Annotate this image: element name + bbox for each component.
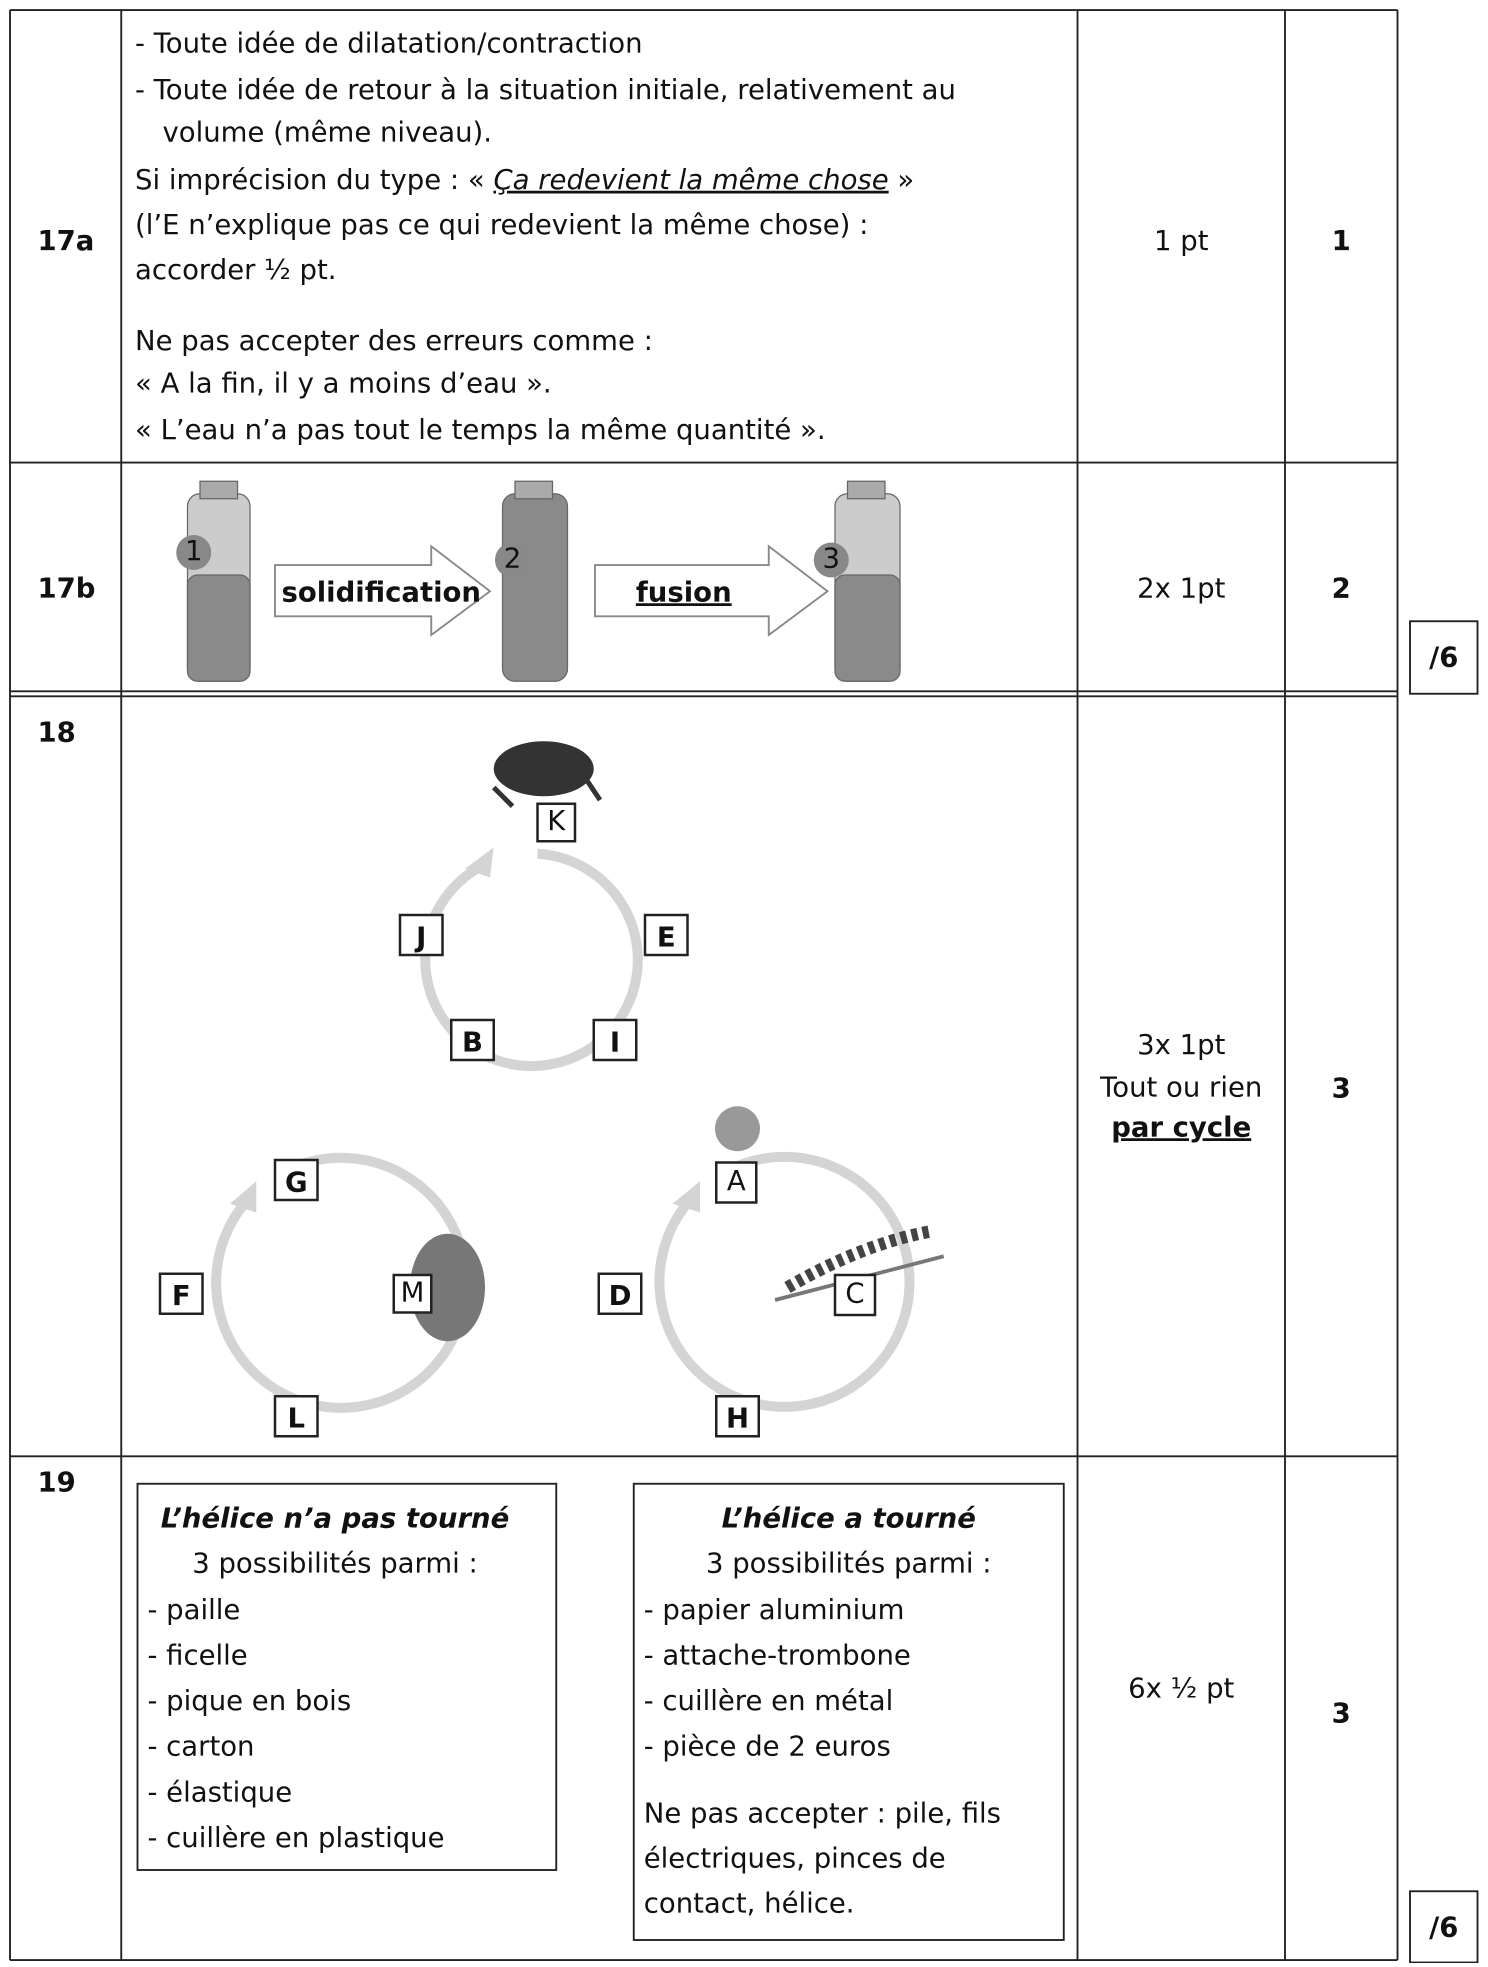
criterion: accorder ½ pt. [135, 254, 337, 286]
stage-label: L [287, 1403, 305, 1435]
points-note: Tout ou rien [1099, 1071, 1262, 1103]
stage-label: H [726, 1403, 749, 1435]
score: 2 [1332, 573, 1351, 605]
score: 3 [1332, 1073, 1351, 1105]
illustrations [158, 480, 945, 1438]
score: 1 [1332, 225, 1351, 257]
bottle-number: 1 [185, 535, 203, 567]
stage-label: C [845, 1278, 864, 1310]
criterion: - Toute idée de retour à la situation in… [135, 74, 956, 106]
criterion: (l’E n’explique pas ce qui redevient la … [135, 209, 868, 241]
points-note: par cycle [1111, 1111, 1251, 1143]
criterion: - Toute idée de dilatation/contraction [135, 28, 643, 60]
stage-label: G [285, 1166, 308, 1198]
item: - attache-trombone [644, 1639, 911, 1671]
box-title: L’hélice a tourné [722, 1503, 976, 1535]
item: - carton [148, 1731, 255, 1763]
reject: Ne pas accepter des erreurs comme : [135, 325, 653, 357]
reject: « A la fin, il y a moins d’eau ». [135, 368, 552, 400]
stage-label: M [401, 1276, 425, 1308]
bottle-number: 2 [504, 543, 522, 575]
item: - cuillère en plastique [148, 1822, 445, 1854]
item: - cuillère en métal [644, 1685, 893, 1717]
arrow-label: solidification [281, 576, 481, 608]
reject: Ne pas accepter : pile, fils [644, 1798, 1001, 1830]
box-subtitle: 3 possibilités parmi : [706, 1548, 992, 1580]
criterion: volume (même niveau). [163, 116, 493, 148]
subtotal: /6 [1429, 1911, 1458, 1943]
item: - élastique [148, 1776, 293, 1808]
points: 2x 1pt [1137, 573, 1225, 605]
item: - pièce de 2 euros [644, 1731, 891, 1763]
stage-label: I [610, 1026, 620, 1058]
score: 3 [1332, 1698, 1351, 1730]
stage-label: K [547, 805, 566, 837]
stage-label: B [462, 1026, 483, 1058]
stage-label: A [727, 1165, 746, 1197]
bottle-number: 3 [823, 543, 841, 575]
row-id: 17b [38, 573, 96, 605]
item: - paille [148, 1594, 241, 1626]
box-subtitle: 3 possibilités parmi : [192, 1548, 478, 1580]
quote: Ça redevient la même chose [493, 164, 888, 196]
reject: « L’eau n’a pas tout le temps la même qu… [135, 414, 826, 446]
box-title: L’hélice n’a pas tourné [161, 1503, 510, 1535]
arrow-label: fusion [636, 576, 732, 608]
item: - papier aluminium [644, 1594, 905, 1626]
row-id: 18 [38, 716, 76, 748]
points: 1 pt [1154, 225, 1209, 257]
stage-label: F [172, 1280, 191, 1312]
table-lines [9, 9, 1479, 1964]
stage-label: E [657, 921, 676, 953]
criterion: Si imprécision du type : « Ça redevient … [135, 164, 914, 196]
stage-label: J [414, 921, 426, 953]
row-id: 17a [38, 225, 95, 257]
reject: électriques, pinces de [644, 1843, 946, 1875]
reject: contact, hélice. [644, 1888, 855, 1920]
row-id: 19 [38, 1466, 76, 1498]
stage-label: D [609, 1280, 632, 1312]
item: - pique en bois [148, 1685, 352, 1717]
subtotal: /6 [1429, 641, 1458, 673]
quote-end: » [889, 164, 915, 196]
points: 3x 1pt [1137, 1029, 1225, 1061]
item: - ficelle [148, 1639, 248, 1671]
points: 6x ½ pt [1128, 1673, 1234, 1705]
